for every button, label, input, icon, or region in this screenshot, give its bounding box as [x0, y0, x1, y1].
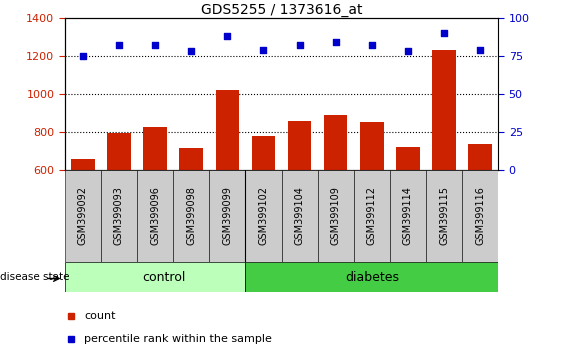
Point [295, 42, 304, 48]
Point [259, 47, 268, 52]
Bar [216, 90, 239, 170]
Text: GSM399093: GSM399093 [114, 187, 124, 245]
Point [404, 48, 413, 54]
Bar [462, 170, 498, 262]
Bar [245, 170, 282, 262]
Point [187, 48, 196, 54]
Text: percentile rank within the sample: percentile rank within the sample [84, 334, 272, 344]
Point [331, 39, 340, 45]
Text: GSM399096: GSM399096 [150, 187, 160, 245]
Point [114, 42, 123, 48]
Text: GSM399102: GSM399102 [258, 187, 269, 245]
Title: GDS5255 / 1373616_at: GDS5255 / 1373616_at [201, 3, 362, 17]
Bar [65, 170, 101, 262]
Bar [209, 170, 245, 262]
Text: GSM399112: GSM399112 [367, 187, 377, 245]
Bar [354, 170, 390, 262]
Bar [245, 262, 498, 292]
Text: GSM399115: GSM399115 [439, 187, 449, 245]
Bar [468, 144, 492, 170]
Point [440, 30, 449, 36]
Text: diabetes: diabetes [345, 270, 399, 284]
Bar [101, 170, 137, 262]
Bar [396, 148, 419, 170]
Point [223, 33, 232, 39]
Text: GSM399092: GSM399092 [78, 187, 88, 245]
Bar [318, 170, 354, 262]
Bar [288, 121, 311, 170]
Text: disease state: disease state [0, 272, 69, 282]
Bar [173, 170, 209, 262]
Bar [360, 122, 383, 170]
Text: control: control [142, 270, 186, 284]
Bar [137, 170, 173, 262]
Point [476, 47, 485, 52]
Bar [282, 170, 318, 262]
Point [150, 42, 159, 48]
Text: count: count [84, 311, 116, 321]
Text: GSM399099: GSM399099 [222, 187, 233, 245]
Text: GSM399098: GSM399098 [186, 187, 196, 245]
Text: GSM399114: GSM399114 [403, 187, 413, 245]
Text: GSM399104: GSM399104 [294, 187, 305, 245]
Point [367, 42, 376, 48]
Bar [390, 170, 426, 262]
Bar [324, 115, 347, 170]
Bar [65, 262, 245, 292]
Bar [426, 170, 462, 262]
Bar [180, 148, 203, 170]
Text: GSM399116: GSM399116 [475, 187, 485, 245]
Bar [432, 50, 456, 170]
Bar [71, 159, 95, 170]
Bar [144, 127, 167, 170]
Bar [252, 136, 275, 170]
Point [78, 53, 87, 58]
Text: GSM399109: GSM399109 [330, 187, 341, 245]
Bar [107, 133, 131, 170]
